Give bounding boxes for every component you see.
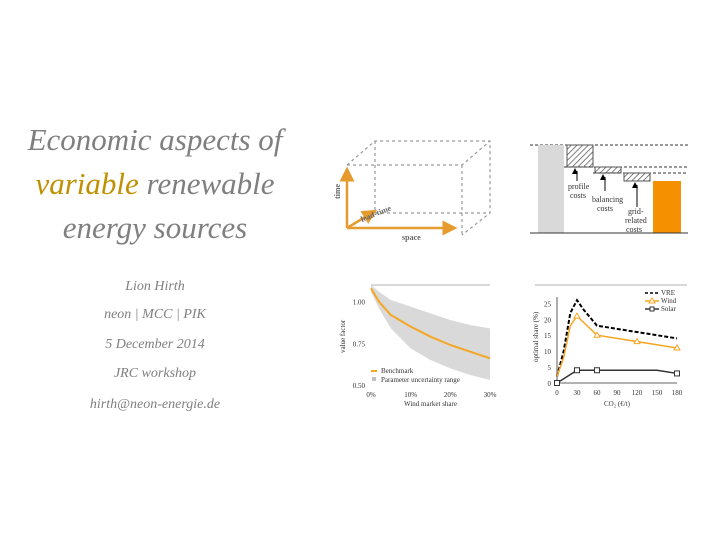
vf-x-tick: 0% [366, 391, 376, 399]
cube-axis-space: space [402, 233, 421, 242]
os-y-tick: 10 [544, 348, 552, 356]
vf-y-label: value factor [339, 319, 347, 353]
os-legend-solar: Solar [661, 305, 676, 313]
vf-uncertainty-band [371, 285, 490, 380]
os-x-tick: 90 [614, 389, 622, 397]
vf-legend-band-swatch [372, 377, 376, 381]
cube-axis-time: time [333, 183, 342, 199]
os-x-tick: 120 [632, 389, 643, 397]
os-legend-solar-marker [649, 306, 655, 312]
os-x-tick: 0 [555, 389, 559, 397]
vf-series-line-0 [370, 287, 491, 360]
os-legend-wind-marker [648, 297, 656, 304]
os-series-line-1 [556, 314, 678, 377]
title-line-1: Economic aspects of [27, 122, 283, 157]
os-wind-marker [593, 331, 601, 338]
cube-axis-lead-time: lead-time [359, 203, 392, 223]
vf-x-tick: 10% [404, 391, 417, 399]
affiliations: neon | MCC | PIK [104, 307, 206, 322]
presentation-date: 5 December 2014 [105, 337, 205, 352]
title-line-3: energy sources [62, 210, 248, 245]
os-y-tick: 0 [548, 380, 552, 388]
base-cost-bar [538, 145, 564, 233]
grid-costs-label: grid-related costs [625, 207, 647, 234]
title-accent-word: variable [35, 166, 139, 201]
title-line-2-rest: renewable [138, 166, 275, 201]
os-wind-marker [573, 312, 581, 319]
vf-y-tick: 1.00 [353, 299, 366, 307]
os-legend-vre: VRE [661, 289, 675, 297]
profile-cost-bar [566, 144, 594, 168]
os-y-label: optimal share (%) [532, 311, 540, 362]
cost-diagram: profile costs balancing costs grid-related… [530, 144, 688, 234]
os-y-tick: 20 [544, 316, 552, 324]
os-x-tick: 150 [652, 389, 663, 397]
balancing-cost-bar [594, 166, 622, 174]
grid-cost-bar [623, 172, 651, 182]
vf-x-label: Wind market share [404, 400, 457, 408]
os-wind-marker [633, 337, 641, 345]
total-cost-bar [653, 181, 681, 233]
os-series-line-2 [556, 369, 678, 384]
profile-costs-label: profile costs [568, 182, 590, 200]
value-factor-chart: 0.50 0.75 1.00 0% 10% 20% 30% Wind market share… [339, 284, 497, 408]
os-y-tick: 25 [544, 300, 552, 308]
email-link[interactable]: hirth@neon-energie.de [89, 397, 221, 412]
vf-x-tick: 20% [444, 391, 457, 399]
os-y-tick: 5 [548, 364, 552, 372]
os-solar-marker [674, 370, 680, 377]
slide-title: Economic aspects of variable renewable e… [10, 118, 300, 250]
title-line-2: variable renewable [10, 162, 300, 206]
os-x-label: CO₂ (€/t) [604, 400, 631, 408]
os-series-line-0 [556, 298, 678, 377]
balancing-costs-label: balancing costs [592, 195, 623, 213]
os-solar-marker [574, 367, 580, 374]
os-y-tick: 15 [544, 332, 552, 340]
author-name: Lion Hirth [125, 279, 185, 294]
vf-y-tick: 0.75 [353, 340, 366, 348]
vf-legend-band: Parameter uncertainty range [381, 376, 460, 384]
vf-y-tick: 0.50 [353, 382, 366, 390]
os-x-tick: 180 [672, 389, 683, 397]
os-solar-marker [554, 380, 560, 386]
vf-legend-benchmark: Benchmark [381, 367, 414, 375]
cube-diagram: time lead-time space [333, 140, 491, 242]
event-name: JRC workshop [113, 366, 197, 381]
os-x-tick: 60 [594, 389, 602, 397]
os-x-tick: 30 [574, 389, 582, 397]
optimal-share-chart: 0 5 10 15 20 25 0 30 60 90 120 150 180 CO₂ (€/t) optim… [532, 284, 687, 408]
os-legend-wind: Wind [661, 297, 677, 305]
lead-time-axis-arrow [346, 209, 378, 230]
os-wind-marker [673, 343, 681, 351]
vf-x-tick: 30% [484, 391, 497, 399]
os-solar-marker [594, 367, 600, 374]
